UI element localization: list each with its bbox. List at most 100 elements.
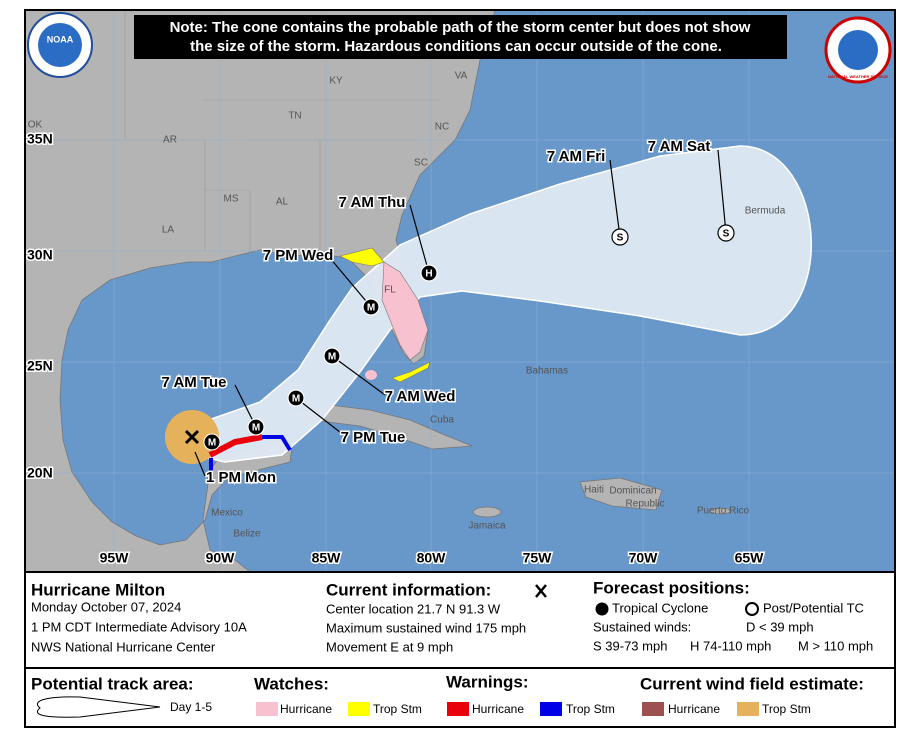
current-icon <box>535 584 547 598</box>
place-label: Belize <box>233 529 261 540</box>
forecast-point <box>247 418 265 436</box>
watch-ts-label: Trop Stm <box>373 702 422 716</box>
noaa-text: NOAA <box>47 34 74 44</box>
info-panel: Hurricane Milton Monday October 07, 2024… <box>24 571 896 669</box>
warnings-title: Warnings: <box>446 672 528 691</box>
forecast-point <box>362 298 380 316</box>
warn-ts-swatch <box>540 702 562 716</box>
place-label: LA <box>162 225 175 236</box>
place-label: Mexico <box>211 508 243 519</box>
wind-ts-label: Trop Stm <box>762 702 811 716</box>
note-box <box>134 15 787 59</box>
wind-hurricane-label: Hurricane <box>668 702 720 716</box>
place-label: Puerto Rico <box>697 506 750 517</box>
lon-label: 70W <box>629 550 659 566</box>
current-movement: Movement E at 9 mph <box>326 639 453 654</box>
forecast-label: 7 AM Fri <box>547 148 606 165</box>
place-label: AR <box>163 135 177 146</box>
lon-label: 85W <box>312 550 342 566</box>
forecast-label: 7 PM Tue <box>341 429 406 446</box>
place-label: VA <box>455 71 468 82</box>
forecast-point <box>420 264 438 282</box>
place-label: NC <box>435 122 449 133</box>
lon-label: 90W <box>206 550 236 566</box>
forecast-point <box>717 224 735 242</box>
forecast-point <box>323 347 341 365</box>
puerto-rico-land <box>709 507 731 515</box>
place-label: Republic <box>626 499 665 510</box>
lat-label: 25N <box>27 358 53 374</box>
hurricane-warning <box>208 434 263 458</box>
current-wind: Maximum sustained wind 175 mph <box>326 620 526 635</box>
nws-text: NATIONAL WEATHER SERVICE <box>828 74 888 79</box>
lat-label: 30N <box>27 247 53 263</box>
lon-label: 95W <box>100 550 130 566</box>
watch-hurricane-label: Hurricane <box>280 702 332 716</box>
warn-hurricane-swatch <box>447 702 469 716</box>
ptc-icon <box>745 602 759 616</box>
florida-hurricane-watch <box>381 261 429 361</box>
forecast-title: Forecast positions: <box>593 578 750 597</box>
cuba-land <box>289 404 473 450</box>
place-label: Bermuda <box>745 206 786 217</box>
tc-icon <box>595 602 609 616</box>
place-label: Cuba <box>430 415 454 426</box>
lat-label: 35N <box>27 131 53 147</box>
note-line: Note: The cone contains the probable pat… <box>170 19 751 36</box>
ptc-label: Post/Potential TC <box>763 600 864 615</box>
warn-ts-label: Trop Stm <box>566 702 615 716</box>
point-symbol: M <box>292 394 300 405</box>
forecast-point <box>287 389 305 407</box>
point-symbol: M <box>208 438 216 449</box>
lon-label: 75W <box>523 550 553 566</box>
point-symbol: H <box>425 269 432 280</box>
info-box <box>24 571 896 669</box>
lat-label: 20N <box>27 465 53 481</box>
place-label: Dominican <box>609 486 656 497</box>
jamaica-land <box>472 506 502 518</box>
point-symbol: S <box>617 233 624 244</box>
place-label: AL <box>276 197 289 208</box>
lon-label: 80W <box>417 550 447 566</box>
forecast-label: 7 AM Thu <box>339 194 406 211</box>
wind-d: D < 39 mph <box>746 619 814 634</box>
forecast-points: M 1 PM Mon M 7 AM Tue M 7 PM Tue M 7 AM Wed M 7 P… <box>160 136 735 487</box>
wind-h: H 74-110 mph <box>690 638 771 653</box>
wind-field-title: Current wind field estimate: <box>640 674 864 693</box>
warn-hurricane-label: Hurricane <box>472 702 524 716</box>
hispaniola-land <box>579 477 663 511</box>
current-position <box>184 429 200 445</box>
place-label: Bahamas <box>526 366 568 377</box>
current-title: Current information: <box>326 580 491 599</box>
day-label: Day 1-5 <box>170 700 212 714</box>
noaa-logo-inner <box>38 23 82 67</box>
forecast-label: 7 PM Wed <box>263 247 334 264</box>
nws-logo-inner <box>838 30 878 70</box>
place-label: KY <box>329 76 343 87</box>
label-leaders <box>194 149 727 477</box>
place-label: TN <box>288 111 301 122</box>
axis-labels: 35N 30N 25N 20N 95W 90W 85W 80W 75W 70W 65W <box>26 129 766 567</box>
watch-hurricane-swatch <box>256 702 278 716</box>
advisory: 1 PM CDT Intermediate Advisory 10A <box>31 619 247 634</box>
point-symbol: M <box>252 423 260 434</box>
place-label: FL <box>384 285 396 296</box>
watch-ts-swatch <box>348 702 370 716</box>
storm-name: Hurricane Milton <box>31 580 165 599</box>
storm-date: Monday October 07, 2024 <box>31 599 181 614</box>
forecast-label: 7 AM Wed <box>385 388 456 405</box>
forecast-label: 1 PM Mon <box>206 469 276 486</box>
tropical-storm-warning <box>209 435 292 472</box>
center: NWS National Hurricane Center <box>31 639 216 654</box>
track-title: Potential track area: <box>31 674 194 693</box>
winds-label: Sustained winds: <box>593 619 691 634</box>
wind-m: M > 110 mph <box>798 638 873 653</box>
wind-ts-swatch <box>737 702 759 716</box>
keys-hurricane-watch <box>365 370 377 380</box>
track-icon <box>37 696 161 718</box>
legend-panel: Potential track area: Day 1-5 Watches: H… <box>24 667 896 728</box>
place-label: MS <box>224 194 239 205</box>
forecast-point <box>611 228 629 246</box>
forecast-cone <box>197 145 812 463</box>
